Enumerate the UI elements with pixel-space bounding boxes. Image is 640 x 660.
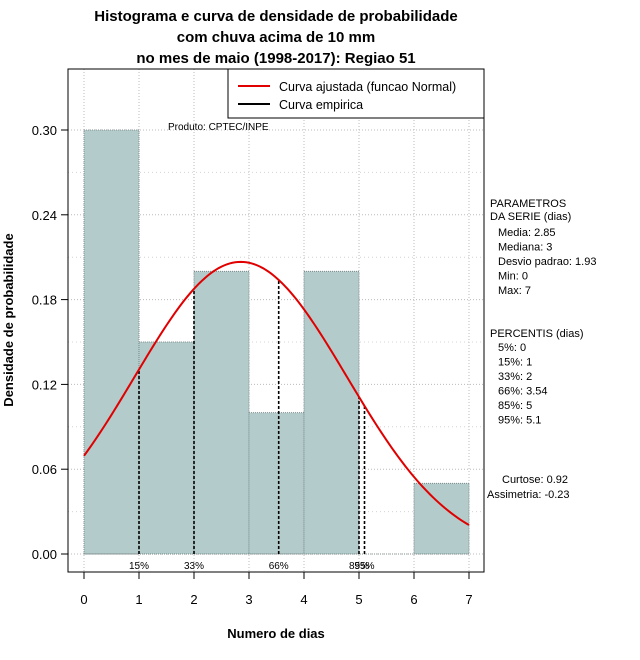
- chart-title-line: Histograma e curva de densidade de proba…: [94, 8, 457, 25]
- parametros-header: PARAMETROS: [490, 198, 566, 210]
- y-tick-label: 0.30: [32, 123, 57, 138]
- percentis-header: PERCENTIS (dias): [490, 328, 584, 340]
- legend-box: [227, 68, 485, 119]
- assimetria-text: Assimetria: -0.23: [487, 489, 570, 501]
- x-tick-label: 6: [410, 592, 417, 607]
- x-tick-label: 3: [245, 592, 252, 607]
- y-tick-label: 0.00: [32, 547, 57, 562]
- x-tick-label: 1: [135, 592, 142, 607]
- parametros-line: Media: 2.85: [498, 227, 555, 239]
- x-tick-label: 5: [355, 592, 362, 607]
- y-tick-label: 0.12: [32, 377, 57, 392]
- percentis-line: 5%: 0: [498, 342, 526, 354]
- product-annotation: Produto: CPTEC/INPE: [168, 122, 269, 133]
- parametros-line: Desvio padrao: 1.93: [498, 256, 596, 268]
- percentile-label: 95%: [354, 561, 374, 572]
- histogram-bar: [303, 270, 360, 555]
- x-tick-label: 7: [465, 592, 472, 607]
- legend-normal-label: Curva ajustada (funcao Normal): [279, 80, 456, 94]
- x-axis-label: Numero de dias: [227, 626, 325, 641]
- histogram-bar: [138, 341, 195, 555]
- parametros-line: Max: 7: [498, 285, 531, 297]
- percentile-label: 33%: [184, 561, 204, 572]
- normal-curve-line: [83, 260, 470, 526]
- percentis-line: 66%: 3.54: [498, 386, 548, 398]
- x-tick-label: 0: [80, 592, 87, 607]
- percentile-label: 15%: [129, 561, 149, 572]
- histogram-bar: [248, 412, 305, 555]
- x-tick-label: 4: [300, 592, 307, 607]
- y-axis-label: Densidade de probabilidade: [1, 233, 16, 406]
- percentis-line: 33%: 2: [498, 371, 532, 383]
- legend-empirical-label: Curva empirica: [279, 98, 363, 112]
- percentile-label: 85%: [349, 561, 369, 572]
- chart-title-line: com chuva acima de 10 mm: [177, 29, 375, 46]
- histogram-bar: [83, 129, 140, 555]
- y-tick-label: 0.18: [32, 293, 57, 308]
- percentile-label: 66%: [269, 561, 289, 572]
- parametros-line: Mediana: 3: [498, 242, 552, 254]
- histogram-bar: [193, 270, 250, 555]
- percentis-line: 95%: 5.1: [498, 415, 541, 427]
- parametros-header: DA SERIE (dias): [490, 211, 571, 223]
- percentis-line: 15%: 1: [498, 357, 532, 369]
- curtose-text: Curtose: 0.92: [502, 474, 568, 486]
- x-tick-label: 2: [190, 592, 197, 607]
- parametros-line: Min: 0: [498, 271, 528, 283]
- y-tick-label: 0.24: [32, 208, 57, 223]
- chart-title-line: no mes de maio (1998-2017): Regiao 51: [136, 50, 415, 67]
- percentis-line: 85%: 5: [498, 400, 532, 412]
- histogram-bar: [413, 482, 470, 555]
- y-tick-label: 0.06: [32, 462, 57, 477]
